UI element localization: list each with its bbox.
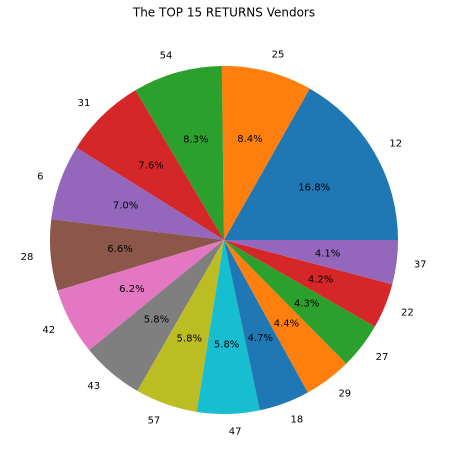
- slice-label: 18: [291, 414, 304, 425]
- percent-label: 8.4%: [237, 134, 262, 145]
- percent-label: 8.3%: [183, 134, 208, 145]
- pie-slice: [221, 66, 310, 241]
- percent-label: 6.2%: [119, 284, 144, 295]
- chart-title: The TOP 15 RETURNS Vendors: [132, 6, 315, 20]
- percent-label: 4.7%: [248, 333, 273, 344]
- slice-label: 47: [229, 426, 242, 437]
- percent-label: 4.3%: [294, 299, 319, 310]
- slice-label: 29: [338, 388, 351, 399]
- percent-label: 16.8%: [298, 182, 330, 193]
- slice-label: 31: [78, 98, 91, 109]
- pie-slice: [51, 147, 224, 240]
- pie-slice: [57, 240, 224, 351]
- slice-label: 54: [160, 51, 173, 62]
- pie-slice: [224, 240, 393, 327]
- percent-label: 7.0%: [113, 200, 138, 211]
- percent-label: 5.8%: [214, 339, 239, 350]
- pie-slice: [224, 240, 398, 285]
- percent-label: 6.6%: [107, 244, 132, 255]
- percent-label: 5.8%: [177, 333, 202, 344]
- slice-label: 57: [148, 415, 161, 426]
- slice-label: 37: [414, 260, 427, 271]
- percent-label: 4.1%: [315, 248, 340, 259]
- pie-slice: [224, 240, 308, 411]
- pie-slice: [224, 240, 375, 364]
- pie-slice: [89, 240, 224, 391]
- slice-label: 6: [37, 171, 43, 182]
- pie-slice: [137, 240, 224, 412]
- slice-label: 28: [21, 252, 34, 263]
- pie-slice: [224, 240, 347, 393]
- pie-slice: [224, 88, 398, 240]
- slice-label: 25: [272, 50, 285, 61]
- pie-slice: [196, 240, 260, 414]
- pie-slice: [76, 90, 225, 240]
- slice-label: 12: [389, 139, 402, 150]
- percent-label: 4.2%: [308, 275, 333, 286]
- slice-label: 43: [87, 381, 100, 392]
- slice-label: 27: [376, 352, 389, 363]
- percent-label: 5.8%: [144, 315, 169, 326]
- slice-label: 42: [42, 325, 55, 336]
- pie-slice: [135, 66, 224, 241]
- percent-label: 7.6%: [138, 160, 163, 171]
- slice-label: 22: [401, 308, 414, 319]
- percent-label: 4.4%: [274, 319, 299, 330]
- pie-slice: [50, 219, 224, 291]
